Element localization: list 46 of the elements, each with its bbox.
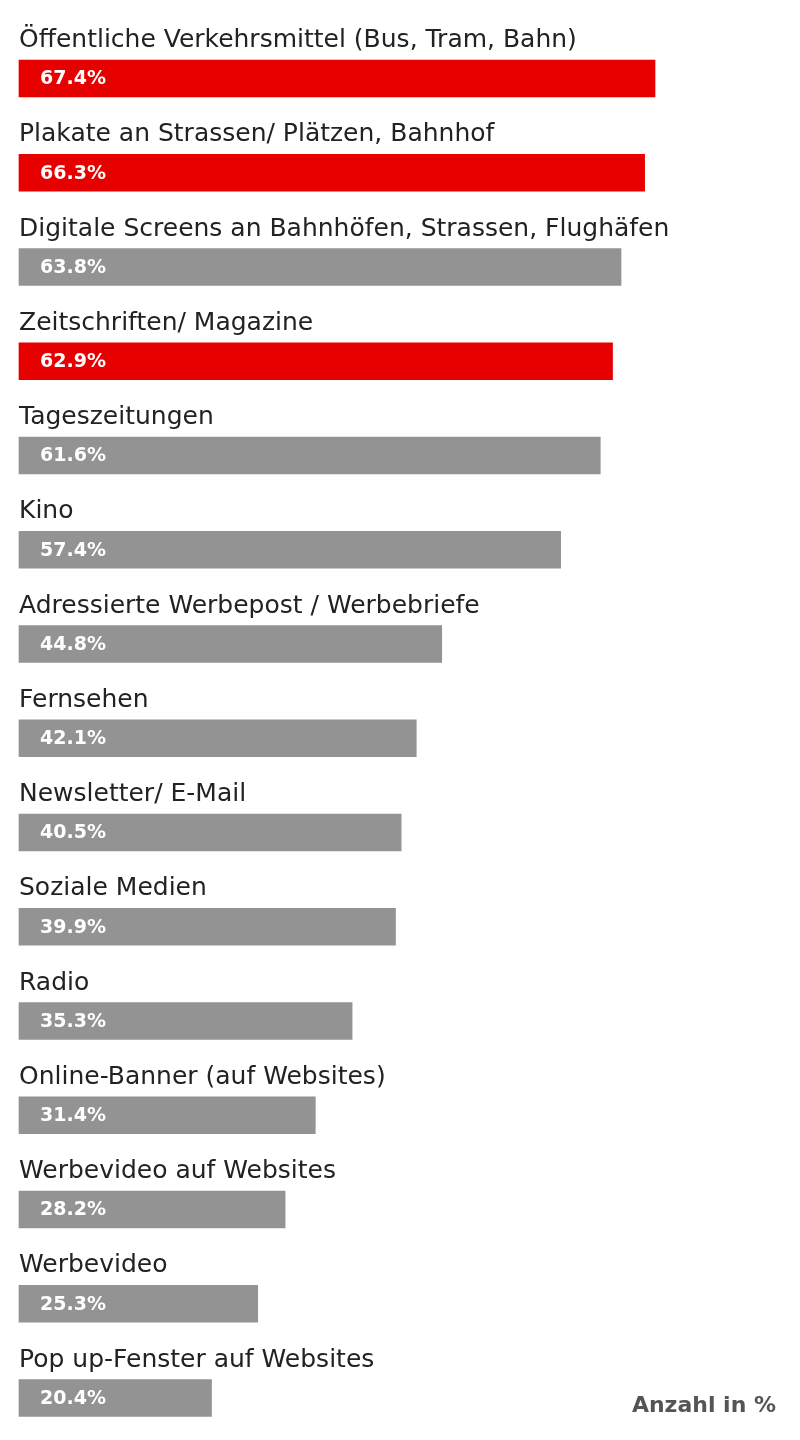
y-tick-label: Kino xyxy=(19,495,74,525)
y-tick-label: Pop up-Fenster auf Websites xyxy=(19,1343,375,1373)
data-label: 25.3% xyxy=(40,1291,106,1314)
data-label: 66.3% xyxy=(40,160,106,183)
y-tick-label: Öffentliche Verkehrsmittel (Bus, Tram, Bahn) xyxy=(19,24,577,53)
data-label: 44.8% xyxy=(40,631,106,654)
y-tick-label: Digitale Screens an Bahnhöfen, Strassen, Flughäfen xyxy=(19,212,670,242)
bar xyxy=(18,248,622,286)
y-tick-label: Werbevideo auf Websites xyxy=(19,1155,336,1184)
y-tick-label: Online-Banner (auf Websites) xyxy=(19,1060,386,1090)
data-label: 35.3% xyxy=(40,1008,106,1031)
data-label: 20.4% xyxy=(40,1385,106,1408)
data-label: 57.4% xyxy=(40,537,106,560)
bar xyxy=(18,1284,259,1323)
data-label: 62.9% xyxy=(40,349,106,372)
data-label: 40.5% xyxy=(40,820,106,843)
data-label: 42.1% xyxy=(40,726,106,749)
bar xyxy=(18,342,613,381)
y-tick-label: Plakate an Strassen/ Plätzen, Bahnhof xyxy=(19,118,496,148)
bar xyxy=(18,719,417,758)
y-tick-label: Tageszeitungen xyxy=(18,401,214,430)
data-label: 39.9% xyxy=(40,914,106,937)
data-label: 67.4% xyxy=(40,66,106,89)
data-label: 28.2% xyxy=(40,1197,106,1220)
bar xyxy=(18,1002,353,1040)
y-tick-label: Radio xyxy=(19,966,90,996)
bar xyxy=(18,907,396,946)
data-label: 31.4% xyxy=(40,1103,106,1126)
bar xyxy=(18,813,402,852)
bar xyxy=(18,1096,316,1135)
bar xyxy=(18,625,443,663)
bar xyxy=(18,1379,212,1417)
bar xyxy=(18,1190,286,1229)
y-tick-label: Newsletter/ E-Mail xyxy=(19,778,247,807)
bar xyxy=(18,153,645,192)
y-tick-label: Soziale Medien xyxy=(19,872,207,902)
x-axis-title: Anzahl in % xyxy=(631,1392,776,1417)
bar xyxy=(18,59,656,98)
data-label: 63.8% xyxy=(40,254,106,277)
data-label: 61.6% xyxy=(40,443,106,466)
y-tick-label: Werbevideo xyxy=(19,1249,168,1279)
y-tick-label: Fernsehen xyxy=(19,683,149,713)
y-tick-label: Adressierte Werbepost / Werbebriefe xyxy=(19,589,480,619)
bar xyxy=(18,530,561,569)
bar xyxy=(18,436,601,475)
y-tick-label: Zeitschriften/ Magazine xyxy=(19,306,314,336)
